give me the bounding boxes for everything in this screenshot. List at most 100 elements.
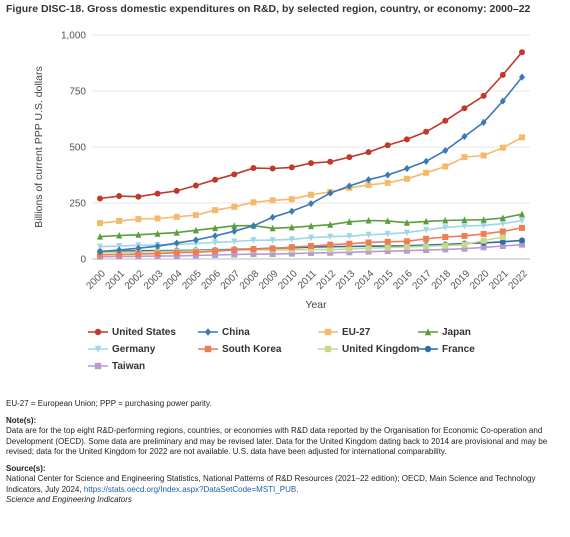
data-point <box>499 214 506 222</box>
data-point <box>384 217 391 224</box>
data-point <box>154 215 161 222</box>
sources-text: National Center for Science and Engineer… <box>6 474 564 495</box>
data-point <box>250 165 257 172</box>
legend-label: United States <box>112 327 176 338</box>
legend-swatch <box>418 328 438 336</box>
data-point <box>192 212 199 219</box>
y-tick-label: 1,000 <box>61 31 86 42</box>
data-point <box>403 238 410 245</box>
data-point <box>269 224 276 232</box>
x-tick-label: 2015 <box>372 268 396 292</box>
legend-swatch <box>418 345 438 353</box>
data-point <box>461 245 468 252</box>
x-tick-label: 2009 <box>257 268 281 292</box>
source-end: . <box>296 484 299 494</box>
legend-label: South Korea <box>222 344 282 355</box>
x-tick-label: 2018 <box>430 268 454 292</box>
series-china <box>97 73 525 256</box>
x-tick-label: 2010 <box>276 268 300 292</box>
data-point <box>135 251 142 258</box>
data-point <box>135 216 142 223</box>
line-chart: 0 250 500 750 1,000 200020012002200320042005… <box>33 31 530 312</box>
x-tick-label: 2011 <box>296 268 319 291</box>
data-point <box>442 216 449 224</box>
data-point <box>324 328 332 336</box>
data-point <box>346 233 353 240</box>
data-point <box>461 154 468 161</box>
y-tick-label: 750 <box>69 87 86 98</box>
notes-heading: Note(s): <box>6 415 37 425</box>
data-point <box>365 245 372 252</box>
data-point <box>97 243 103 251</box>
data-point <box>384 142 391 149</box>
data-point <box>192 226 199 234</box>
data-point <box>192 182 199 189</box>
data-point <box>365 248 372 255</box>
legend-label: United Kingdom <box>342 344 420 355</box>
data-point <box>442 117 449 124</box>
data-point <box>519 224 525 231</box>
data-point <box>116 231 123 239</box>
figure-notes: EU-27 = European Union; PPP = purchasing… <box>6 399 564 506</box>
data-point <box>327 221 334 228</box>
x-tick-label: 2014 <box>353 268 377 292</box>
data-point <box>204 328 212 336</box>
x-tick-label: 2019 <box>449 268 473 292</box>
data-point <box>442 146 449 155</box>
data-point <box>327 233 334 241</box>
x-tick-label: 2005 <box>180 268 204 292</box>
data-point <box>365 216 372 224</box>
data-point <box>384 230 391 238</box>
data-point <box>192 252 199 259</box>
data-point <box>384 244 391 251</box>
data-point <box>499 228 506 235</box>
grid-lines <box>92 34 530 260</box>
data-point <box>212 232 219 240</box>
x-tick-label: 2007 <box>219 268 243 292</box>
data-point <box>231 247 238 254</box>
data-point <box>154 250 161 257</box>
data-point <box>231 203 238 210</box>
data-point <box>269 197 276 204</box>
data-point <box>442 224 449 232</box>
data-point <box>403 175 410 182</box>
legend-label: France <box>442 344 475 355</box>
data-point <box>442 163 449 170</box>
sources-heading: Source(s): <box>6 463 46 473</box>
data-point <box>154 242 161 250</box>
data-point <box>269 245 276 252</box>
data-point <box>250 222 257 230</box>
source-citation: National Center for Science and Engineer… <box>6 474 536 494</box>
data-point <box>423 247 430 254</box>
data-point <box>269 165 276 172</box>
data-point <box>288 207 295 215</box>
data-point <box>154 190 161 197</box>
x-tick-label: 2001 <box>104 268 128 292</box>
source-link[interactable]: https://stats.oecd.org/Index.aspx?DataSe… <box>83 484 297 494</box>
data-point <box>231 251 238 258</box>
legend-label: Germany <box>112 344 156 355</box>
data-point <box>135 231 142 238</box>
data-point <box>308 200 314 208</box>
notes-text: Data are for the top eight R&D-performin… <box>6 426 548 456</box>
legend-swatch <box>88 328 108 336</box>
data-point <box>327 241 334 248</box>
series-united-states <box>97 49 525 202</box>
data-point <box>250 199 257 206</box>
data-point <box>423 226 430 234</box>
data-point <box>192 236 199 244</box>
data-point <box>480 230 487 237</box>
x-tick-label: 2016 <box>391 268 415 292</box>
legend-swatch <box>318 328 338 336</box>
data-point <box>288 236 295 243</box>
data-point <box>204 345 212 353</box>
data-point <box>384 179 391 186</box>
data-point <box>94 345 102 353</box>
data-point <box>423 217 430 225</box>
data-point <box>135 244 142 252</box>
data-point <box>499 238 506 245</box>
data-point <box>154 230 161 237</box>
data-point <box>461 241 468 248</box>
data-point <box>403 164 410 173</box>
data-point <box>365 182 372 189</box>
